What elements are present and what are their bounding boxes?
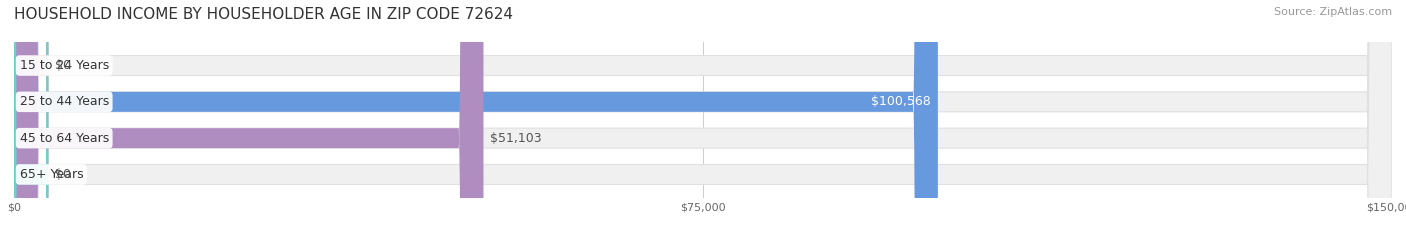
Text: $0: $0 [55, 59, 72, 72]
FancyBboxPatch shape [14, 0, 1392, 233]
FancyBboxPatch shape [14, 0, 1392, 233]
Text: 15 to 24 Years: 15 to 24 Years [20, 59, 108, 72]
Text: $51,103: $51,103 [491, 132, 541, 145]
FancyBboxPatch shape [14, 0, 1392, 233]
Text: $0: $0 [55, 168, 72, 181]
Text: 65+ Years: 65+ Years [20, 168, 83, 181]
FancyBboxPatch shape [14, 0, 48, 233]
Text: $100,568: $100,568 [872, 95, 931, 108]
Text: Source: ZipAtlas.com: Source: ZipAtlas.com [1274, 7, 1392, 17]
FancyBboxPatch shape [14, 0, 938, 233]
FancyBboxPatch shape [14, 0, 1392, 233]
Text: 45 to 64 Years: 45 to 64 Years [20, 132, 108, 145]
FancyBboxPatch shape [14, 0, 484, 233]
Text: HOUSEHOLD INCOME BY HOUSEHOLDER AGE IN ZIP CODE 72624: HOUSEHOLD INCOME BY HOUSEHOLDER AGE IN Z… [14, 7, 513, 22]
FancyBboxPatch shape [14, 0, 48, 233]
Text: 25 to 44 Years: 25 to 44 Years [20, 95, 108, 108]
